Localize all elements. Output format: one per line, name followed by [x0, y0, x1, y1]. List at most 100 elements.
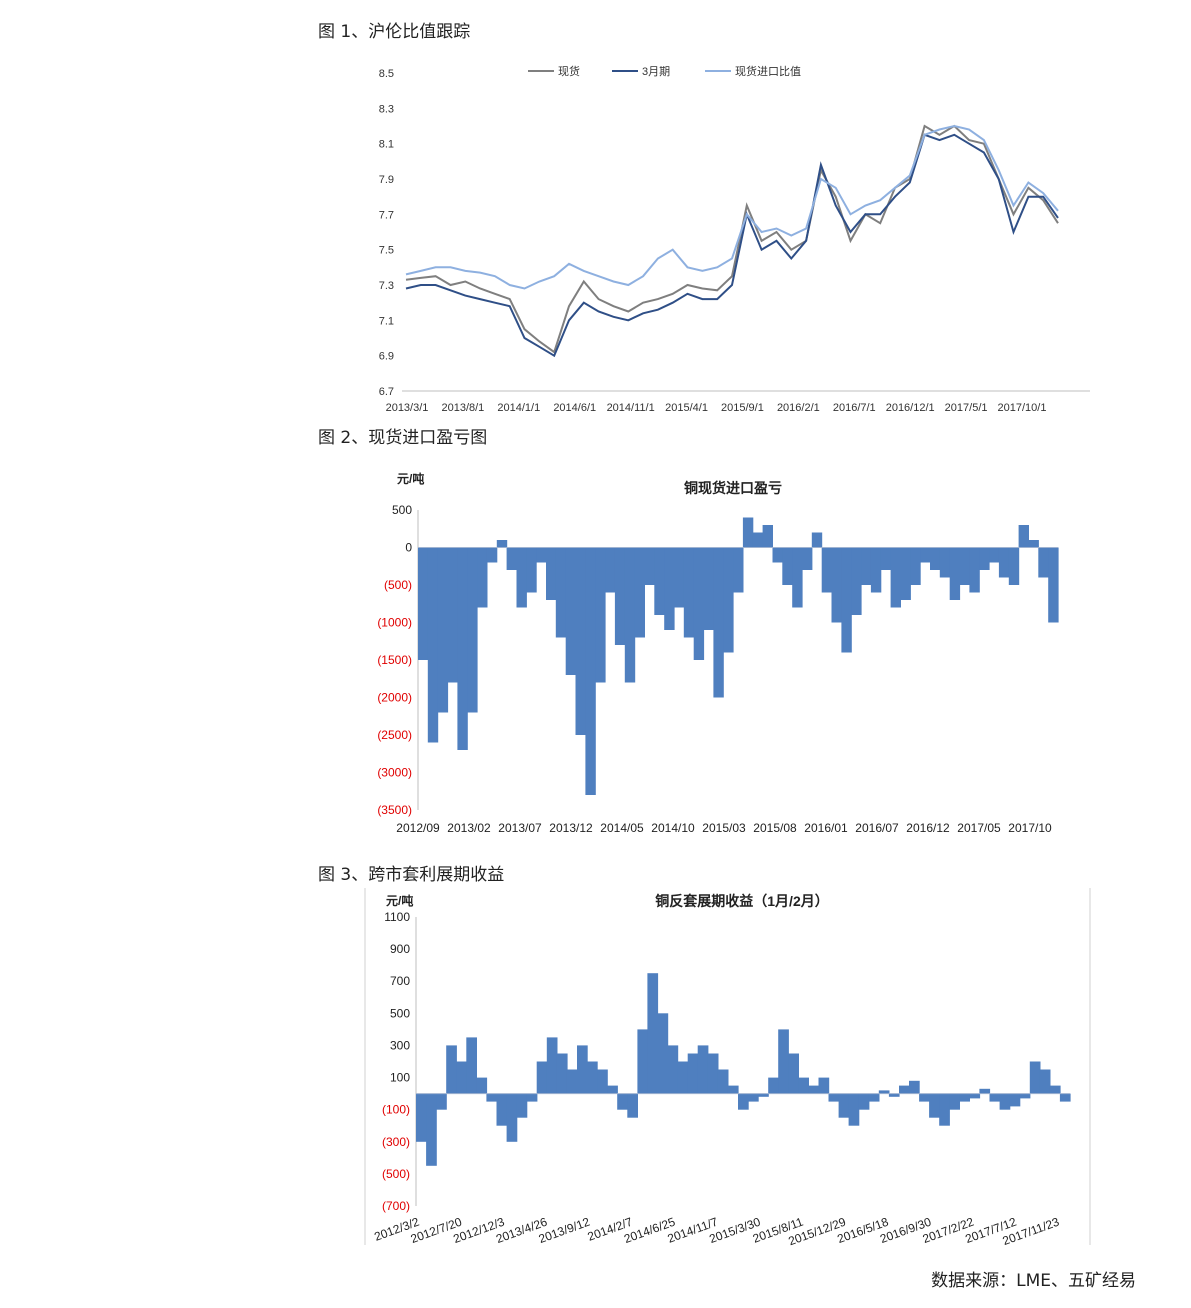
chart-title: 铜现货进口盈亏 — [684, 480, 782, 496]
area-bar — [647, 973, 659, 1094]
y-tick-label: 500 — [390, 1006, 410, 1020]
x-tick-label: 2016/7/1 — [833, 402, 876, 414]
x-tick-label: 2014/6/1 — [553, 402, 596, 414]
area-bar — [888, 1093, 900, 1097]
area-bar — [828, 1093, 840, 1102]
y-tick-label: (700) — [382, 1199, 410, 1213]
y-tick-label: 7.5 — [379, 245, 394, 257]
area-bar — [808, 1085, 820, 1094]
y-unit-label: 元/吨 — [397, 471, 424, 486]
y-tick-label: (2500) — [377, 728, 412, 742]
data-source-note: 数据来源：LME、五矿经易 — [931, 1271, 1136, 1291]
area-bar — [939, 547, 951, 578]
area-bar — [959, 1093, 970, 1102]
y-tick-label: (300) — [382, 1135, 410, 1149]
y-tick-label: (500) — [384, 578, 412, 592]
x-tick-label: 2013/02 — [447, 821, 491, 835]
area-bar — [1038, 547, 1049, 578]
area-bar — [634, 547, 645, 638]
area-bar — [713, 547, 724, 698]
y-tick-label: (1000) — [377, 616, 412, 630]
area-bar — [644, 547, 655, 585]
area-bar — [637, 1029, 649, 1094]
area-bar — [748, 1093, 759, 1102]
area-bar — [577, 1045, 588, 1094]
area-bar — [762, 525, 773, 548]
y-tick-label: 0 — [405, 541, 412, 555]
area-bar — [605, 547, 616, 593]
area-bar — [717, 1069, 729, 1094]
area-bar — [476, 1077, 488, 1094]
area-bar — [1029, 1061, 1041, 1094]
area-bar — [516, 547, 527, 608]
x-tick-label: 2017/5/1 — [945, 402, 988, 414]
x-tick-label: 2017/10 — [1008, 821, 1052, 835]
area-bar — [1028, 540, 1039, 548]
area-bar — [1008, 547, 1020, 585]
x-tick-label: 2017/05 — [957, 821, 1001, 835]
chart-title: 铜反套展期收益（1月/2月） — [655, 893, 828, 909]
area-bar — [1039, 1069, 1051, 1094]
area-bar — [1019, 1093, 1031, 1099]
area-bar — [657, 1013, 669, 1094]
y-tick-label: (2000) — [377, 691, 412, 705]
area-bar — [723, 547, 734, 653]
area-bar — [526, 1093, 538, 1102]
area-bar — [614, 547, 626, 645]
area-bar — [998, 547, 1010, 578]
area-bar — [851, 547, 862, 615]
area-bar — [909, 1080, 920, 1094]
area-bar — [949, 1093, 960, 1110]
area-bar — [841, 547, 852, 653]
x-tick-label: 2013/8/1 — [441, 402, 484, 414]
y-tick-label: 7.3 — [379, 280, 394, 292]
area-bar — [466, 1037, 477, 1094]
area-bar — [848, 1093, 860, 1126]
area-bar — [703, 547, 714, 630]
area-bar — [536, 547, 547, 563]
area-bar — [416, 1093, 427, 1142]
area-bar — [821, 547, 833, 593]
area-bar — [437, 547, 449, 713]
area-bar — [683, 547, 695, 638]
area-bar — [536, 1061, 548, 1094]
area-bar — [446, 1045, 457, 1094]
area-bar — [457, 547, 468, 750]
area-bar — [447, 547, 458, 683]
legend-label: 现货进口比值 — [735, 64, 801, 78]
area-bar — [870, 547, 882, 593]
x-tick-label: 2015/9/1 — [721, 402, 764, 414]
area-bar — [802, 547, 813, 570]
x-tick-label: 2013/12 — [549, 821, 593, 835]
y-tick-label: 8.1 — [379, 139, 394, 151]
y-unit-label: 元/吨 — [386, 893, 413, 908]
area-bar — [900, 547, 911, 600]
area-bar — [999, 1093, 1011, 1110]
area-bar — [868, 1093, 880, 1102]
area-bar — [546, 1037, 558, 1094]
y-tick-label: 6.9 — [379, 351, 394, 363]
area-bar — [768, 1077, 779, 1094]
area-bar — [486, 1093, 498, 1102]
area-bar — [496, 540, 508, 548]
legend-label: 现货 — [558, 64, 580, 78]
area-bar — [506, 547, 517, 570]
figure-3-caption: 图 3、跨市套利展期收益 — [318, 865, 505, 885]
area-bar — [467, 547, 478, 713]
area-bar — [742, 517, 754, 548]
area-bar — [772, 547, 783, 563]
area-bar — [587, 1061, 598, 1094]
area-bar — [426, 1093, 437, 1166]
area-bar — [818, 1077, 830, 1094]
area-bar — [436, 1093, 447, 1110]
area-bar — [738, 1093, 749, 1110]
area-bar — [707, 1053, 719, 1094]
y-tick-label: (500) — [382, 1167, 410, 1181]
y-tick-label: 500 — [392, 503, 412, 517]
area-bar — [979, 547, 990, 570]
y-tick-label: 300 — [390, 1038, 410, 1052]
y-tick-label: 900 — [390, 942, 410, 956]
area-bar — [697, 1045, 709, 1094]
x-tick-label: 2016/01 — [804, 821, 848, 835]
